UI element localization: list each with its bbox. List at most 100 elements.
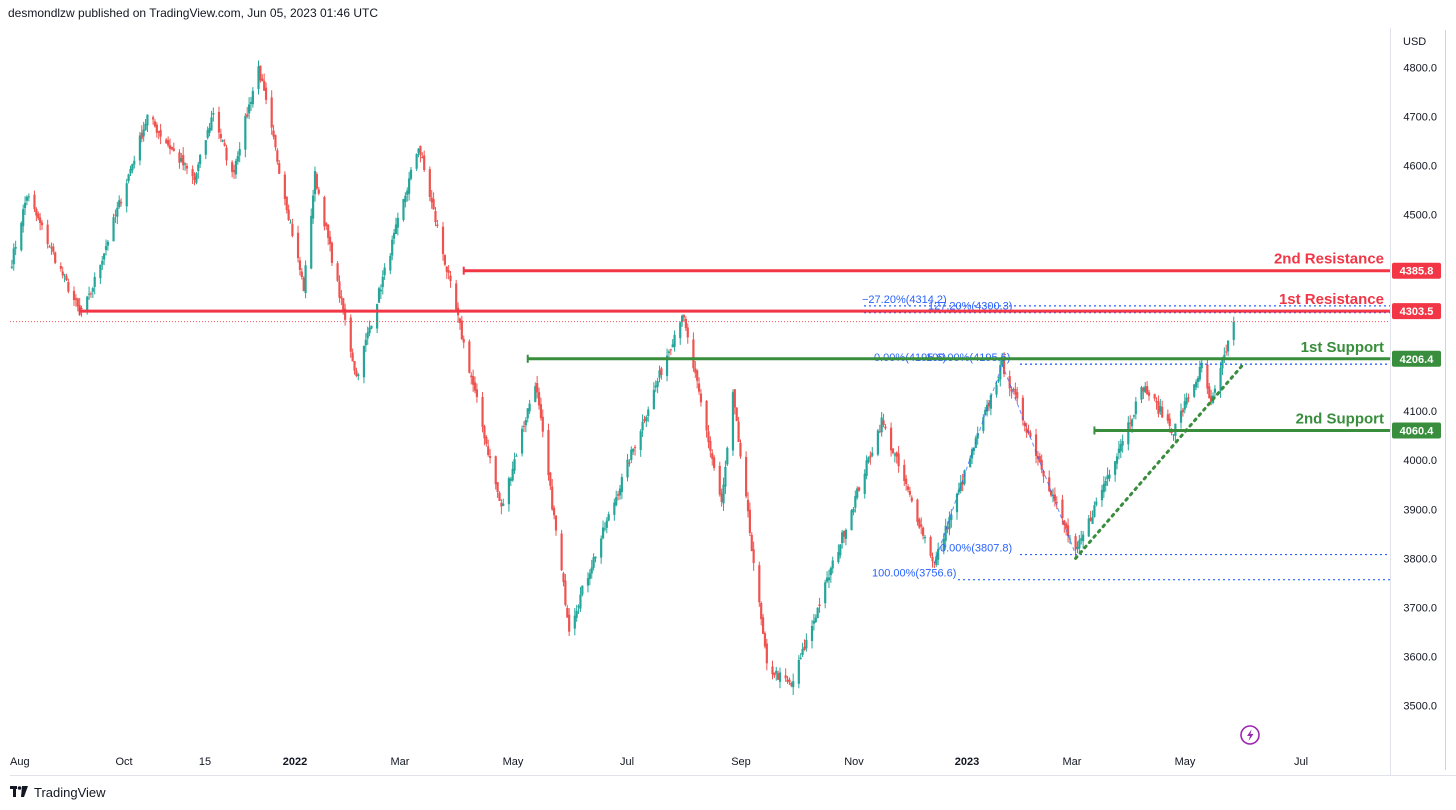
candle-body — [357, 374, 360, 376]
fib-zigzag-line — [1001, 364, 1077, 555]
candle-body — [906, 486, 910, 490]
candle-body — [1221, 358, 1224, 369]
candle-body — [633, 447, 637, 449]
candle-body — [854, 496, 857, 508]
candle-body — [180, 157, 183, 162]
candle-body — [487, 446, 490, 456]
candle-body — [298, 260, 302, 270]
candle-body — [1146, 386, 1149, 394]
candle-body — [1080, 538, 1083, 541]
candle-body — [534, 386, 537, 403]
candle-body — [880, 417, 883, 433]
candle-body — [48, 246, 51, 248]
candle-body — [726, 447, 729, 465]
candle-body — [423, 155, 426, 171]
candle-body — [449, 275, 452, 281]
candle-body — [645, 416, 648, 422]
candle-body — [507, 478, 511, 505]
candle-body — [383, 267, 386, 276]
candle-body — [498, 492, 501, 501]
candle-body — [671, 344, 674, 348]
candle-body — [626, 459, 629, 478]
candle-body — [93, 276, 96, 287]
time-axis[interactable]: Aug Oct 15 2022 Mar May Jul Sep Nov 2023 Mar May Jul — [10, 756, 1308, 768]
candle-body — [999, 365, 1002, 380]
time-axis-tick: Sep — [731, 756, 751, 768]
candle-body — [119, 202, 123, 204]
candle-body — [921, 527, 925, 536]
candle-body — [157, 131, 160, 133]
candle-body — [1147, 392, 1151, 396]
candle-body — [869, 455, 872, 458]
candle-body — [972, 448, 976, 451]
candle-body — [1172, 434, 1175, 436]
candle-body — [291, 224, 294, 236]
candle-body — [1104, 481, 1107, 486]
candle-body — [865, 460, 868, 476]
candle-body — [989, 395, 992, 409]
candle-body — [272, 130, 275, 137]
fib-level-label: 100.00%(3756.6) — [872, 568, 956, 580]
candle-body — [206, 129, 209, 138]
candle-body — [547, 430, 550, 476]
candle-body — [522, 426, 526, 428]
candle-body — [564, 580, 567, 605]
candle-body — [577, 606, 580, 608]
time-axis-tick: 15 — [199, 756, 211, 768]
candle-body — [1115, 456, 1119, 464]
price-axis-tick: 3500.0 — [1403, 701, 1437, 713]
candle-body — [315, 174, 318, 189]
price-axis-tick: 4600.0 — [1403, 161, 1437, 173]
price-axis-tick: 3900.0 — [1403, 504, 1437, 516]
candle-body — [104, 246, 108, 251]
candle-body — [402, 198, 405, 220]
candle-body — [682, 314, 686, 318]
candle-body — [261, 78, 264, 82]
candle-body — [590, 567, 593, 574]
candle-body — [942, 538, 945, 551]
time-axis-tick: Jul — [1294, 756, 1308, 768]
candle-body — [116, 207, 119, 217]
price-axis-tick: 4800.0 — [1403, 62, 1437, 74]
candle-body — [893, 454, 896, 456]
candle-body — [1223, 354, 1226, 359]
candle-body — [1012, 388, 1015, 390]
fib-zigzag-line — [933, 364, 1003, 564]
support-price-badge — [1392, 422, 1441, 439]
candle-body — [168, 145, 172, 149]
flash-button[interactable] — [1240, 725, 1260, 745]
candle-body — [788, 679, 791, 683]
candle-body — [752, 549, 755, 564]
candle-body — [223, 143, 226, 146]
candle-body — [1082, 534, 1085, 542]
time-axis-tick: Aug — [10, 756, 30, 768]
candle-body — [592, 557, 595, 568]
candle-body — [183, 163, 187, 165]
candle-body — [652, 389, 655, 410]
candle-body — [327, 224, 330, 238]
candle-body — [1193, 384, 1196, 397]
resistance-price-badge-text: 4385.8 — [1400, 266, 1434, 278]
candle-body — [1127, 422, 1130, 445]
candle-body — [496, 482, 499, 493]
candle-body — [304, 265, 307, 294]
price-axis[interactable]: USD 4385.8 4303.5 4206.4 4060.4 4800.0 4700.0… — [1392, 36, 1441, 713]
candle-body — [1068, 538, 1072, 540]
candle-body — [313, 171, 317, 195]
candle-body — [39, 217, 42, 223]
candle-body — [618, 488, 622, 496]
candle-body — [445, 266, 448, 272]
candle-body — [656, 381, 659, 387]
candle-body — [40, 222, 44, 226]
candle-body — [1093, 505, 1096, 517]
candle-body — [178, 152, 181, 163]
candle-body — [103, 253, 106, 260]
candle-body — [151, 117, 155, 120]
candle-body — [839, 544, 842, 556]
candle-body — [344, 308, 347, 320]
candle-body — [204, 140, 207, 155]
candle-body — [842, 530, 846, 537]
candle-body — [377, 288, 381, 303]
candle-body — [549, 472, 552, 486]
